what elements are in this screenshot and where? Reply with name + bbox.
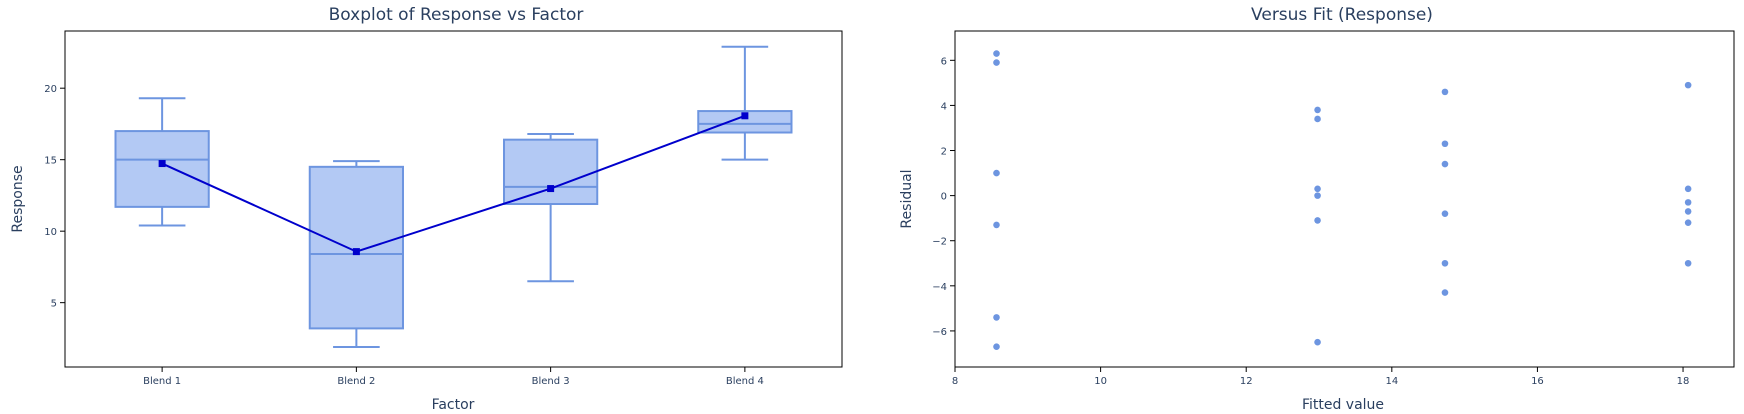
mean-marker	[352, 248, 360, 256]
boxplot-x-ticks: Blend 1 Blend 2 Blend 3 Blend 4	[143, 367, 764, 387]
scatter-title: Versus Fit (Response)	[1251, 5, 1433, 25]
residual-point	[1684, 219, 1692, 226]
box-iqr	[308, 165, 404, 330]
mean-marker	[741, 112, 749, 120]
boxplot-title: Boxplot of Response vs Factor	[329, 5, 584, 25]
boxplot-y-tick-label: 5	[51, 299, 57, 310]
residual-point	[993, 169, 1000, 177]
residual-scatter-chart: Versus Fit (Response) −6 −4 −2 0 2 4 6 8 10 12 14…	[899, 5, 1735, 413]
scatter-x-tick-label: 14	[1385, 376, 1398, 387]
boxplot-x-tick-label: Blend 3	[532, 376, 570, 387]
scatter-y-axis-label: Residual	[899, 169, 915, 228]
scatter-y-tick-label: 4	[941, 101, 947, 112]
residual-point	[993, 343, 1000, 351]
residual-point	[1441, 160, 1449, 168]
residual-point	[1441, 259, 1449, 267]
scatter-x-tick-label: 18	[1677, 376, 1690, 387]
scatter-x-ticks: 8 10 12 14 16 18	[952, 367, 1690, 387]
scatter-x-tick-label: 8	[952, 376, 958, 387]
boxplot-y-tick-label: 15	[44, 156, 57, 167]
mean-connect-line	[161, 114, 746, 253]
residual-point	[1441, 88, 1449, 96]
scatter-y-tick-label: 0	[941, 192, 947, 203]
residual-point	[1441, 140, 1449, 148]
residual-point	[993, 50, 1000, 57]
scatter-x-tick-label: 12	[1240, 376, 1253, 387]
boxplot-y-tick-label: 20	[44, 84, 57, 95]
boxplot-y-ticks: 5 10 15 20	[44, 84, 65, 310]
box-iqr	[697, 110, 793, 134]
box-4	[697, 45, 793, 161]
boxplot-x-axis-label: Factor	[432, 397, 475, 413]
scatter-y-ticks: −6 −4 −2 0 2 4 6	[932, 56, 955, 338]
scatter-x-axis-label: Fitted value	[1302, 397, 1384, 413]
boxplot-chart: Boxplot of Response vs Factor 5 10 15 20 Bl…	[10, 5, 843, 413]
residual-point	[1441, 210, 1449, 217]
residual-point	[993, 221, 1000, 229]
scatter-y-tick-label: −2	[932, 237, 947, 248]
residual-point	[1314, 338, 1321, 346]
residual-point	[993, 59, 1000, 66]
residual-point	[1684, 81, 1692, 89]
boxplot-y-axis-label: Response	[10, 165, 26, 232]
box-2	[308, 160, 404, 348]
scatter-points	[993, 50, 1692, 351]
scatter-plot-area	[954, 30, 1735, 368]
boxplot-mean-line	[158, 112, 749, 256]
boxplot-boxes	[114, 45, 793, 348]
scatter-y-tick-label: −4	[932, 282, 947, 293]
box-1	[114, 97, 210, 227]
boxplot-x-tick-label: Blend 1	[143, 376, 181, 387]
boxplot-x-tick-label: Blend 2	[337, 376, 375, 387]
boxplot-y-tick-label: 10	[44, 227, 57, 238]
boxplot-plot-area	[64, 30, 843, 368]
box-iqr	[503, 138, 599, 206]
residual-point	[1684, 199, 1692, 206]
scatter-y-tick-label: 2	[941, 147, 947, 158]
residual-point	[1684, 259, 1692, 267]
residual-point	[1314, 217, 1321, 224]
mean-marker	[158, 160, 166, 168]
boxplot-x-tick-label: Blend 4	[726, 376, 764, 387]
mean-marker	[547, 185, 555, 193]
residual-point	[1314, 115, 1321, 123]
residual-point	[1314, 185, 1321, 193]
residual-point	[1314, 106, 1321, 114]
residual-point	[1314, 192, 1321, 199]
scatter-y-tick-label: −6	[932, 327, 947, 338]
box-3	[503, 132, 599, 283]
box-iqr	[114, 130, 210, 208]
scatter-x-tick-label: 10	[1094, 376, 1107, 387]
scatter-x-tick-label: 16	[1531, 376, 1544, 387]
residual-point	[1441, 289, 1449, 296]
residual-point	[1684, 208, 1692, 215]
scatter-y-tick-label: 6	[941, 56, 947, 67]
residual-point	[993, 314, 1000, 321]
residual-point	[1684, 185, 1692, 193]
